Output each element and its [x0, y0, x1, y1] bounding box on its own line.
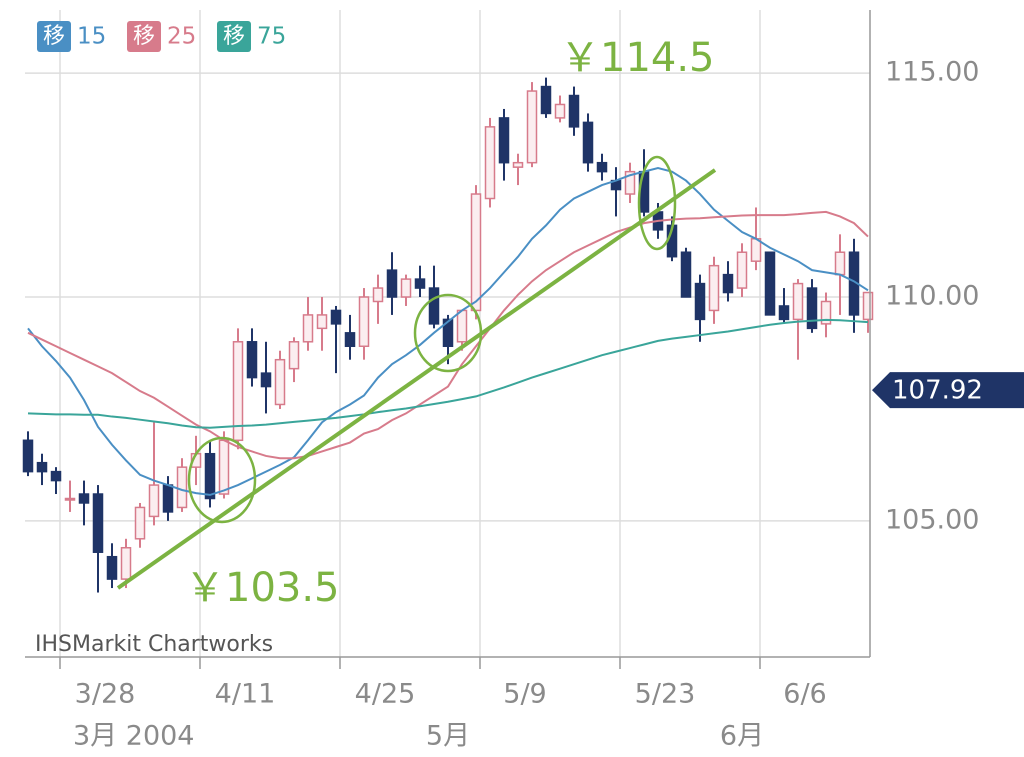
last-price-label: 107.92 — [892, 376, 983, 406]
hand-drawn-marks — [116, 155, 717, 590]
circle — [187, 436, 257, 524]
candle-body — [274, 358, 286, 406]
y-tick-label: 110.00 — [885, 281, 979, 312]
x-tick-label: 5/9 — [503, 679, 546, 710]
moving-average-line — [27, 167, 869, 496]
candle-body — [442, 318, 454, 348]
candle-body — [344, 332, 356, 348]
candle-body — [106, 555, 118, 580]
y-tick-label: 105.00 — [885, 504, 979, 535]
x-tick-label: 3/28 — [75, 679, 136, 710]
legend-badge — [217, 21, 251, 52]
watermark: IHSMarkit Chartworks — [35, 632, 273, 657]
candle-body — [498, 117, 510, 164]
trend-line — [116, 168, 717, 590]
candle-body — [64, 497, 76, 501]
candle-body — [176, 466, 188, 509]
legend-badge-text: 移 — [43, 24, 65, 49]
candle-body — [708, 264, 720, 312]
candle-body — [288, 341, 300, 370]
legend-badge-text: 移 — [223, 24, 245, 49]
candle-body — [554, 103, 566, 119]
candle-body — [792, 282, 804, 321]
candle-body — [526, 90, 538, 164]
candle-body — [204, 452, 216, 500]
month-label: 6月 — [720, 721, 764, 752]
candle-body — [596, 161, 608, 173]
candle-body — [162, 484, 174, 513]
legend: 移 15 移 25 移 75 — [37, 21, 286, 52]
candle-body — [134, 506, 146, 540]
candle-body — [218, 439, 230, 495]
month-label: 3月 2004 — [73, 721, 194, 752]
x-tick-label: 6/6 — [783, 679, 826, 710]
candle-body — [372, 287, 384, 303]
legend-label: 25 — [167, 24, 196, 50]
x-tick-label: 5/23 — [635, 679, 696, 710]
candle-body — [764, 251, 776, 316]
candle-body — [834, 251, 846, 276]
candle-body — [22, 439, 34, 473]
moving-average-line — [27, 210, 869, 460]
annotation: ￥114.5 — [560, 35, 715, 81]
candle-body — [386, 269, 398, 298]
candle-body — [260, 372, 272, 388]
candle-body — [484, 126, 496, 200]
candle-body — [470, 193, 482, 312]
candle-body — [120, 546, 132, 580]
candle-body — [680, 251, 692, 298]
candle-body — [36, 461, 48, 473]
candle-body — [246, 341, 258, 379]
x-tick-label: 4/25 — [355, 679, 416, 710]
circle — [413, 293, 483, 373]
moving-average-line — [27, 318, 869, 429]
candle-body — [78, 493, 90, 504]
candle-body — [512, 161, 524, 168]
annotation: ￥103.5 — [185, 565, 340, 611]
candle-body — [50, 470, 62, 482]
candle-body — [92, 493, 104, 553]
candle-body — [694, 282, 706, 321]
candle-body — [302, 314, 314, 343]
legend-badge — [37, 21, 71, 52]
candle-body — [750, 238, 762, 262]
last-price-badge — [872, 372, 1024, 409]
candle-body — [736, 251, 748, 289]
x-tick-label: 4/11 — [215, 679, 276, 710]
candle-body — [582, 121, 594, 164]
legend-badge — [127, 21, 161, 52]
month-label: 5月 — [426, 721, 470, 752]
candle-body — [428, 287, 440, 325]
y-tick-label: 115.00 — [885, 57, 979, 88]
candle-body — [540, 85, 552, 115]
candle-body — [400, 278, 412, 298]
candle-body — [358, 296, 370, 348]
candle-body — [568, 94, 580, 128]
candle-body — [624, 170, 636, 195]
candle-body — [722, 273, 734, 294]
plot — [22, 77, 874, 593]
legend-label: 75 — [257, 24, 286, 50]
legend-label: 15 — [77, 24, 106, 50]
legend-badge-text: 移 — [133, 24, 155, 49]
candle-body — [456, 309, 468, 343]
candle-body — [330, 309, 342, 325]
candle-body — [862, 291, 874, 321]
candle-body — [148, 484, 160, 518]
candle-body — [820, 300, 832, 325]
candle-body — [778, 305, 790, 321]
candle-body — [316, 314, 328, 330]
candle-body — [414, 278, 426, 289]
candle-body — [232, 341, 244, 442]
circle — [637, 155, 677, 251]
candle-body — [806, 287, 818, 330]
